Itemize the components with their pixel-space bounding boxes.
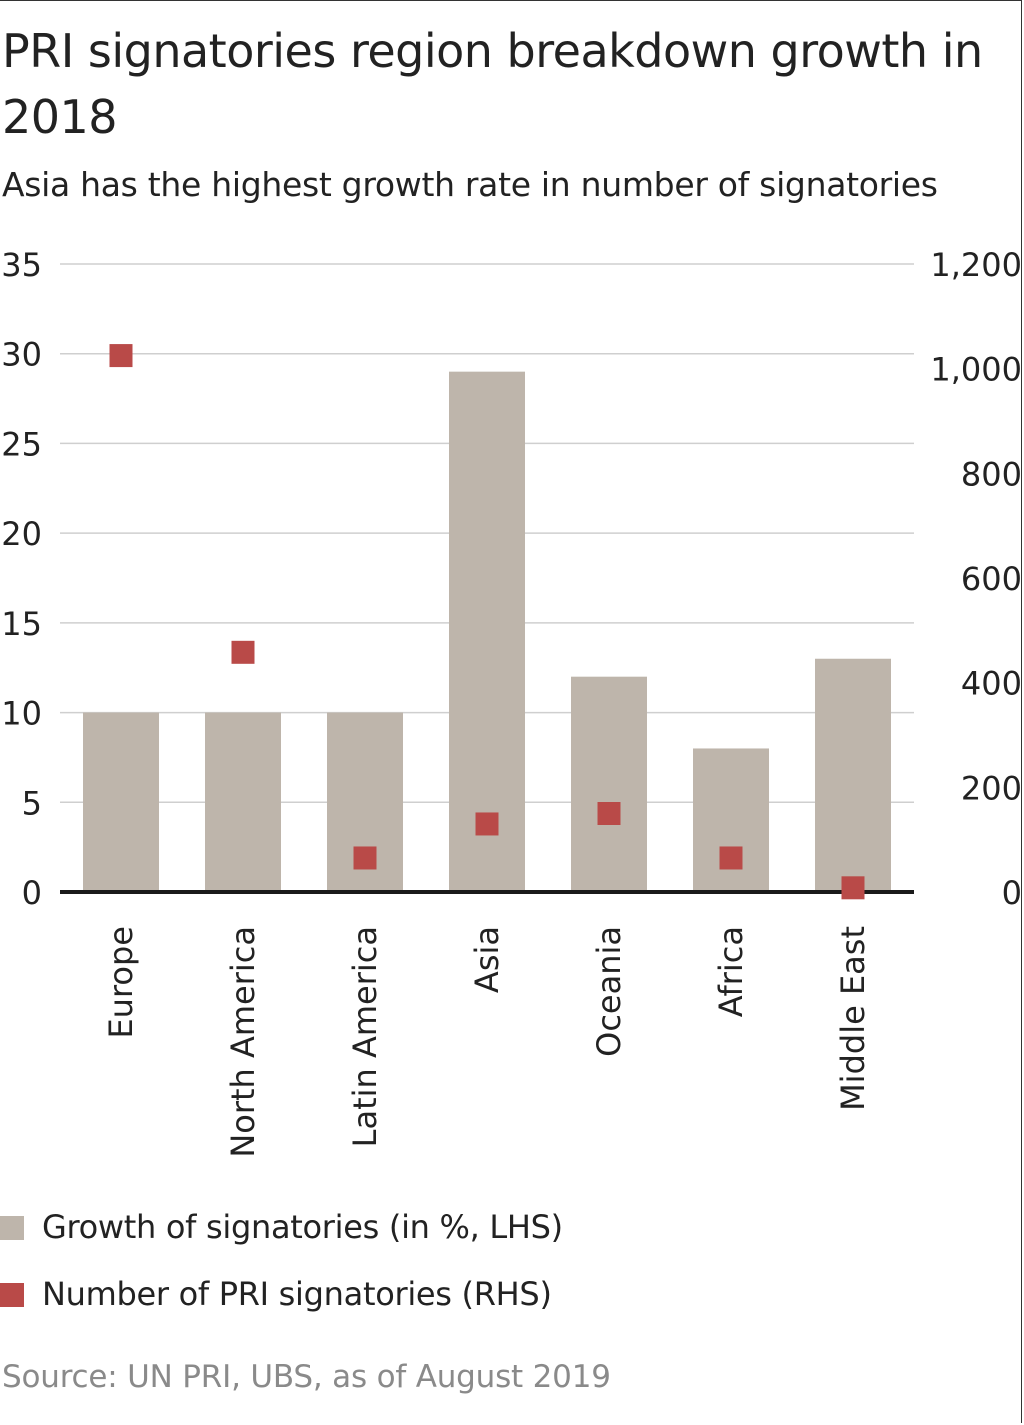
bar-oceania <box>571 676 647 892</box>
bar-middle-east <box>815 658 891 892</box>
legend-item-signatories: Number of PRI signatories (RHS) <box>0 1272 900 1316</box>
chart-plot: 0 5 10 15 20 25 30 35 0 200 400 600 800 1,000 1,200 Eur… <box>1 246 1022 1158</box>
bar-asia <box>449 371 525 892</box>
x-tick-label: Middle East <box>834 926 872 1111</box>
legend-swatch-marker <box>0 1283 24 1307</box>
y-left-tick-label: 35 <box>1 246 42 284</box>
y-right-tick-label: 600 <box>961 560 1022 598</box>
y-left-tick-label: 30 <box>1 336 42 374</box>
y-right-tick-label: 200 <box>961 769 1022 807</box>
marker-north-america <box>231 640 255 664</box>
source-note: Source: UN PRI, UBS, as of August 2019 <box>2 1359 611 1395</box>
y-right-tick-label: 1,000 <box>930 351 1022 389</box>
bar-europe <box>83 712 159 892</box>
marker-latin-america <box>353 846 377 870</box>
y-right-tick-label: 0 <box>1002 874 1022 912</box>
legend-label-growth: Growth of signatories (in %, LHS) <box>42 1208 563 1246</box>
y-left-tick-label: 20 <box>1 515 42 553</box>
marker-oceania <box>597 802 621 825</box>
y-left-tick-label: 15 <box>1 605 42 643</box>
x-tick-label: Europe <box>102 926 140 1039</box>
y-left-tick-label: 25 <box>1 425 42 463</box>
x-tick-label: Asia <box>468 926 506 993</box>
chart-title: PRI signatories region breakdown growth … <box>2 24 983 144</box>
marker-asia <box>475 812 499 836</box>
y-left-tick-label: 0 <box>22 874 42 912</box>
marker-middle-east <box>841 876 865 900</box>
bar-north-america <box>205 712 281 892</box>
x-tick-label: Oceania <box>590 926 628 1057</box>
bar-africa <box>693 748 769 892</box>
legend-label-signatories: Number of PRI signatories (RHS) <box>42 1275 552 1313</box>
x-tick-label: North America <box>224 926 262 1158</box>
y-right-tick-label: 400 <box>961 665 1022 703</box>
y-left-tick-label: 5 <box>22 784 42 822</box>
y-right-tick-label: 800 <box>961 455 1022 493</box>
x-tick-label: Latin America <box>346 926 384 1147</box>
legend-swatch-bar <box>0 1216 24 1240</box>
marker-africa <box>719 846 743 870</box>
y-left-tick-label: 10 <box>1 695 42 733</box>
marker-europe <box>109 344 133 368</box>
chart-subtitle: Asia has the highest growth rate in numb… <box>2 165 938 204</box>
y-right-tick-label: 1,200 <box>930 246 1022 284</box>
legend-item-growth: Growth of signatories (in %, LHS) <box>0 1205 900 1249</box>
x-tick-label: Africa <box>712 926 750 1017</box>
